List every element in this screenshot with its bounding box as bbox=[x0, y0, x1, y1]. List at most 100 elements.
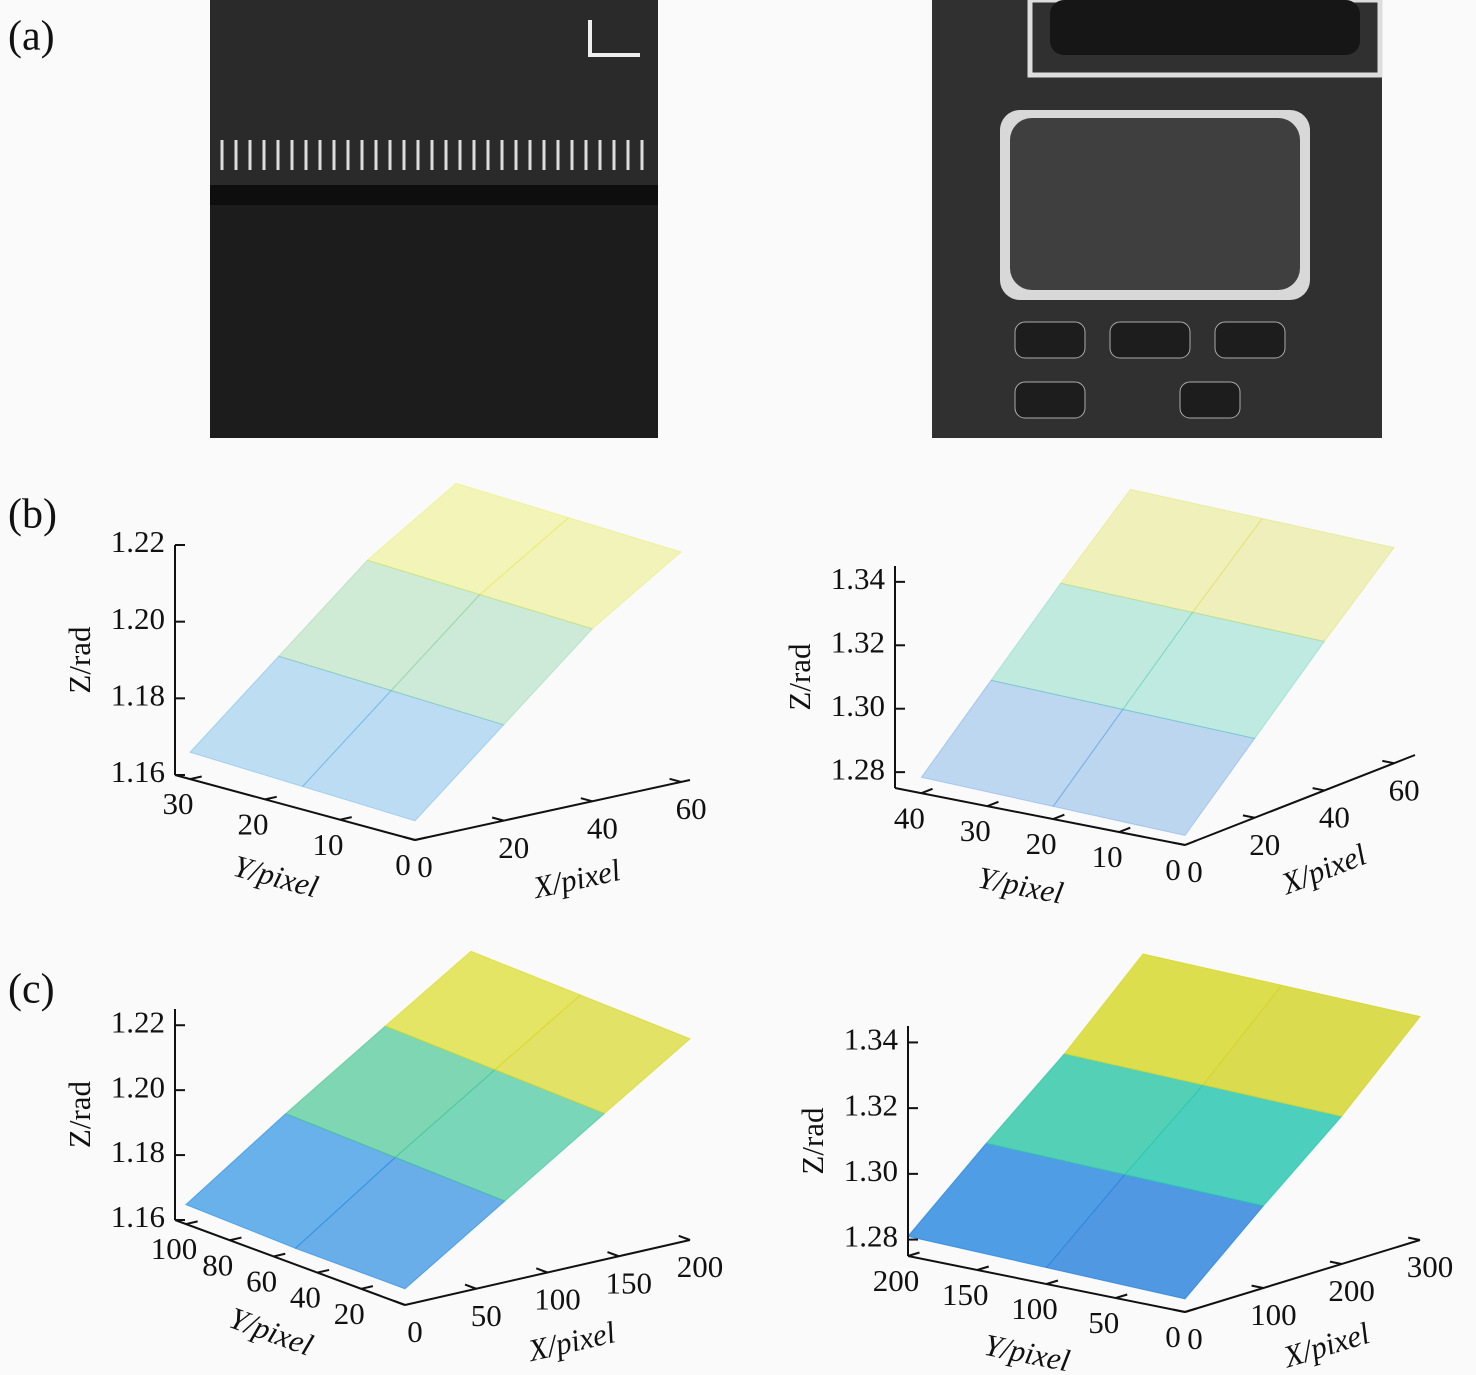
y-tick-label: 60 bbox=[246, 1264, 277, 1299]
y-tick-label: 30 bbox=[163, 786, 194, 821]
x-tick bbox=[535, 1267, 548, 1274]
x-tick bbox=[1312, 787, 1325, 792]
x-tick-label: 40 bbox=[1319, 800, 1350, 835]
surface-patch bbox=[301, 689, 505, 822]
x-tick bbox=[607, 1251, 620, 1258]
x-tick bbox=[1408, 1236, 1421, 1241]
y-tick bbox=[1046, 1279, 1059, 1285]
y-axis-label: Y/pixel bbox=[975, 860, 1066, 911]
x-tick bbox=[491, 816, 504, 822]
x-tick-label: 60 bbox=[676, 791, 707, 826]
x-axis bbox=[1184, 754, 1416, 846]
surface-patch bbox=[1122, 611, 1326, 740]
y-tick-label: 150 bbox=[942, 1277, 989, 1312]
x-tick bbox=[678, 1234, 691, 1241]
y-tick-label: 0 bbox=[1165, 852, 1181, 887]
surface-patch bbox=[494, 994, 691, 1115]
y-tick bbox=[1052, 813, 1065, 821]
y-tick bbox=[920, 787, 933, 795]
x-tick-label: 0 bbox=[407, 1314, 423, 1349]
x-tick-label: 60 bbox=[1389, 772, 1420, 807]
z-axis-label: Z/rad bbox=[62, 1080, 97, 1148]
y-tick bbox=[317, 1268, 330, 1274]
surface-patch bbox=[1052, 708, 1256, 837]
z-tick-label: 1.34 bbox=[844, 1022, 899, 1057]
x-tick-label: 150 bbox=[606, 1265, 653, 1300]
surface-patch bbox=[920, 679, 1124, 807]
panel-label: (b) bbox=[8, 492, 57, 538]
x-tick-label: 0 bbox=[1187, 1321, 1203, 1356]
y-tick-label: 20 bbox=[1026, 826, 1057, 861]
x-tick bbox=[393, 1299, 406, 1306]
y-tick-label: 200 bbox=[873, 1263, 920, 1298]
x-tick bbox=[1173, 1308, 1186, 1313]
y-tick-label: 20 bbox=[334, 1296, 365, 1331]
y-tick bbox=[360, 1285, 374, 1290]
z-tick-label: 1.16 bbox=[111, 1199, 165, 1234]
z-tick-label: 1.20 bbox=[111, 601, 165, 636]
x-axis bbox=[414, 779, 691, 841]
y-tick bbox=[264, 795, 277, 801]
x-tick-label: 100 bbox=[534, 1282, 581, 1317]
z-tick-label: 1.18 bbox=[111, 1134, 165, 1169]
z-axis-label: Z/rad bbox=[795, 1107, 830, 1175]
y-tick-label: 80 bbox=[202, 1247, 233, 1282]
x-tick bbox=[669, 777, 682, 783]
z-axis-label: Z/rad bbox=[782, 643, 817, 711]
z-tick-label: 1.32 bbox=[844, 1087, 898, 1122]
y-tick bbox=[273, 1252, 286, 1258]
y-tick bbox=[986, 800, 999, 808]
y-axis-label: Y/pixel bbox=[230, 848, 322, 904]
x-tick bbox=[1173, 841, 1186, 846]
z-tick-label: 1.22 bbox=[111, 1004, 165, 1039]
x-tick-label: 0 bbox=[1187, 854, 1203, 889]
surface-patch bbox=[366, 482, 570, 596]
x-tick-label: 300 bbox=[1407, 1249, 1454, 1284]
x-tick bbox=[464, 1283, 477, 1290]
z-axis-label: Z/rad bbox=[62, 626, 97, 694]
x-tick bbox=[1251, 1284, 1264, 1289]
y-axis bbox=[894, 787, 1186, 846]
x-tick-label: 20 bbox=[1249, 827, 1280, 862]
x-tick-label: 40 bbox=[587, 810, 618, 845]
y-axis-label: Y/pixel bbox=[982, 1327, 1073, 1375]
surface-patch bbox=[478, 517, 683, 630]
x-tick bbox=[1242, 814, 1255, 819]
x-axis bbox=[1184, 1239, 1421, 1313]
y-tick bbox=[189, 775, 202, 781]
y-tick-label: 20 bbox=[238, 806, 269, 841]
y-tick bbox=[414, 836, 427, 841]
photo-left bbox=[210, 0, 658, 438]
x-tick bbox=[403, 835, 416, 841]
z-tick-label: 1.34 bbox=[831, 561, 886, 596]
surface-patch bbox=[1059, 488, 1264, 613]
panel-label: (c) bbox=[8, 967, 55, 1013]
y-tick-label: 10 bbox=[1092, 839, 1123, 874]
x-tick bbox=[580, 797, 593, 803]
y-tick-label: 10 bbox=[313, 827, 344, 862]
y-axis bbox=[174, 1219, 406, 1306]
y-tick-label: 100 bbox=[151, 1231, 198, 1266]
z-tick-label: 1.30 bbox=[831, 688, 885, 723]
x-axis-label: X/pixel bbox=[523, 1314, 618, 1368]
x-tick bbox=[1329, 1260, 1342, 1265]
y-tick-label: 40 bbox=[290, 1280, 321, 1315]
y-tick bbox=[976, 1265, 990, 1271]
z-tick-label: 1.16 bbox=[111, 754, 165, 789]
x-tick bbox=[1382, 759, 1395, 765]
surface-patch bbox=[990, 582, 1194, 710]
x-tick-label: 200 bbox=[1328, 1273, 1375, 1308]
y-tick bbox=[907, 1251, 920, 1257]
z-tick-label: 1.28 bbox=[844, 1219, 898, 1254]
z-tick-label: 1.18 bbox=[111, 677, 165, 712]
z-tick-label: 1.30 bbox=[844, 1153, 898, 1188]
y-tick bbox=[1118, 826, 1131, 833]
y-tick-label: 0 bbox=[1165, 1319, 1181, 1354]
y-tick bbox=[1115, 1293, 1128, 1299]
x-tick-label: 0 bbox=[417, 849, 433, 884]
z-tick-label: 1.20 bbox=[111, 1069, 165, 1104]
y-tick bbox=[185, 1220, 198, 1226]
photo-right bbox=[932, 0, 1383, 438]
panel-label: (a) bbox=[8, 14, 55, 60]
